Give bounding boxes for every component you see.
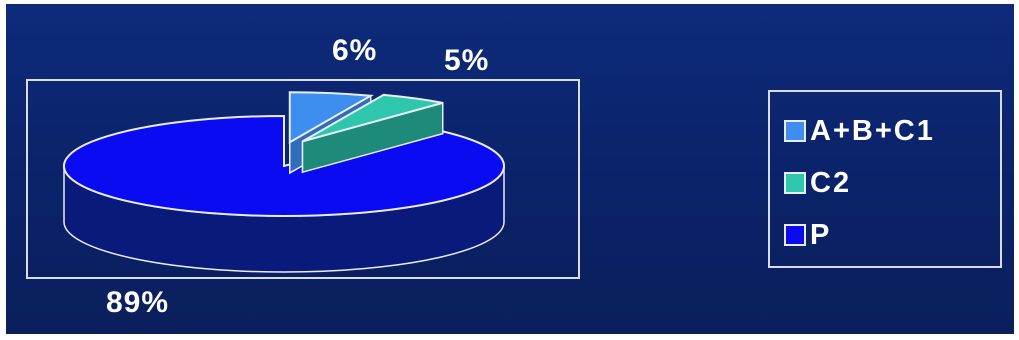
legend-item-c2: C2 xyxy=(784,166,852,199)
pie-group xyxy=(63,91,505,273)
pie-chart xyxy=(26,79,580,279)
data-label-c2: 5% xyxy=(444,44,490,77)
legend-label-a-b-c1: A+B+C1 xyxy=(810,114,935,147)
pie-slice-c2 xyxy=(302,93,444,143)
legend: A+B+C1 C2 P xyxy=(768,90,1002,268)
data-label-a-b-c1: 6% xyxy=(332,34,378,67)
legend-swatch-c2 xyxy=(784,172,806,194)
data-label-p: 89% xyxy=(106,286,170,319)
legend-label-c2: C2 xyxy=(810,166,852,199)
legend-swatch-a-b-c1 xyxy=(784,120,806,142)
chart-background: 6% 5% 89% A+B+C1 C2 P xyxy=(6,4,1014,334)
plot-area-frame xyxy=(26,79,580,279)
pie-slice-a-b-c1 xyxy=(288,91,375,144)
legend-item-p: P xyxy=(784,218,832,251)
legend-label-p: P xyxy=(810,218,832,251)
legend-item-a-b-c1: A+B+C1 xyxy=(784,114,935,147)
legend-swatch-p xyxy=(784,224,806,246)
